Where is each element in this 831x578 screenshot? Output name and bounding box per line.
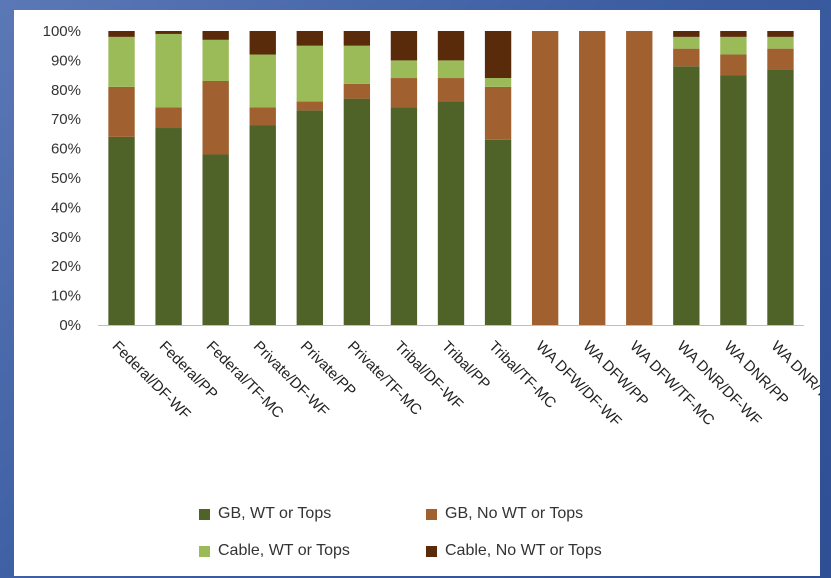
bar-segment (108, 36, 135, 87)
bar-segment (108, 86, 135, 137)
bar-segment (484, 139, 512, 325)
bar-segment (296, 31, 323, 46)
bar-segment (720, 54, 747, 76)
axis-layer: 0% 10% 20% 30% 40% 50% 60% 70% 80% 90% 100% (43, 23, 804, 334)
bar-segment (343, 98, 371, 326)
x-tick-label: WA DFW/DF-WF (532, 338, 624, 430)
legend-label-cable-wt: Cable, WT or Tops (218, 542, 350, 559)
bar-segment (673, 66, 700, 325)
legend-item-cable-wt: Cable, WT or Tops (199, 542, 350, 560)
y-tick-label: 0% (59, 317, 81, 334)
y-tick-label: 30% (51, 229, 81, 246)
bar-segment (437, 60, 465, 79)
x-tick-label: WA DFW/TF-MC (626, 338, 717, 429)
y-tick-label: 80% (51, 82, 81, 99)
bar-segment (155, 107, 182, 129)
bar-segment (155, 31, 182, 34)
bar-segment (767, 36, 794, 49)
bar-segment (249, 31, 276, 55)
bar-segment (155, 33, 182, 108)
stacked-bar-chart: 0% 10% 20% 30% 40% 50% 60% 70% 80% 90% 100% Federa… (43, 23, 820, 430)
category-labels: Federal/DF-WFFederal/PPFederal/TF-MCPriv… (109, 338, 820, 430)
y-tick-label: 90% (51, 52, 81, 69)
y-tick-label: 10% (51, 288, 81, 305)
bar-segment (296, 45, 323, 102)
chart-panel: 0% 10% 20% 30% 40% 50% 60% 70% 80% 90% 100% Federa… (14, 10, 820, 576)
bar-segment (390, 31, 418, 61)
bar-segment (249, 107, 276, 126)
bar-segment (437, 101, 465, 325)
legend-label-gb-wt: GB, WT or Tops (218, 505, 332, 522)
y-tick-label: 40% (51, 199, 81, 216)
bars-layer (108, 31, 794, 326)
bar-segment (484, 78, 512, 87)
y-tick-label: 50% (51, 170, 81, 187)
y-tick-label: 60% (51, 141, 81, 158)
bar-segment (531, 31, 559, 325)
bar-segment (484, 86, 512, 140)
legend-swatch-gb-no-wt (426, 508, 437, 520)
bar-segment (155, 128, 182, 325)
bar-segment (202, 154, 229, 325)
bar-segment (767, 69, 794, 325)
bar-segment (673, 31, 700, 37)
bar-segment (720, 75, 747, 325)
bar-segment (720, 36, 747, 55)
bar-segment (343, 45, 371, 84)
legend-swatch-gb-wt (199, 508, 210, 520)
bar-segment (343, 83, 371, 99)
bar-segment (296, 110, 323, 325)
legend-item-gb-no-wt: GB, No WT or Tops (426, 505, 583, 523)
bar-segment (202, 80, 229, 155)
y-tick-label: 20% (51, 258, 81, 275)
bar-segment (390, 60, 418, 79)
bar-segment (626, 31, 653, 325)
legend-swatch-cable-no-wt (426, 545, 437, 557)
legend-label-gb-no-wt: GB, No WT or Tops (445, 505, 584, 522)
bar-segment (720, 31, 747, 37)
bar-segment (108, 31, 135, 37)
legend-item-cable-no-wt: Cable, No WT or Tops (426, 542, 602, 560)
bar-segment (767, 48, 794, 70)
bar-segment (437, 31, 465, 61)
bar-segment (202, 39, 229, 81)
x-tick-label: WA DNR/DF-WF (674, 338, 765, 429)
bar-segment (390, 78, 418, 108)
y-tick-label: 100% (43, 23, 81, 40)
bar-segment (437, 78, 465, 102)
bar-segment (249, 54, 276, 108)
legend-item-gb-wt: GB, WT or Tops (199, 505, 331, 523)
bar-segment (202, 31, 229, 40)
legend-label-cable-no-wt: Cable, No WT or Tops (445, 542, 602, 559)
bar-segment (579, 31, 606, 325)
bar-segment (249, 125, 276, 325)
bar-segment (108, 136, 135, 325)
bar-segment (390, 107, 418, 325)
bar-segment (296, 101, 323, 111)
y-tick-label: 70% (51, 111, 81, 128)
bar-segment (343, 31, 371, 46)
bar-segment (767, 31, 794, 37)
bar-segment (484, 31, 512, 79)
legend-swatch-cable-wt (199, 545, 210, 557)
bar-segment (673, 36, 700, 49)
bar-segment (673, 48, 700, 67)
